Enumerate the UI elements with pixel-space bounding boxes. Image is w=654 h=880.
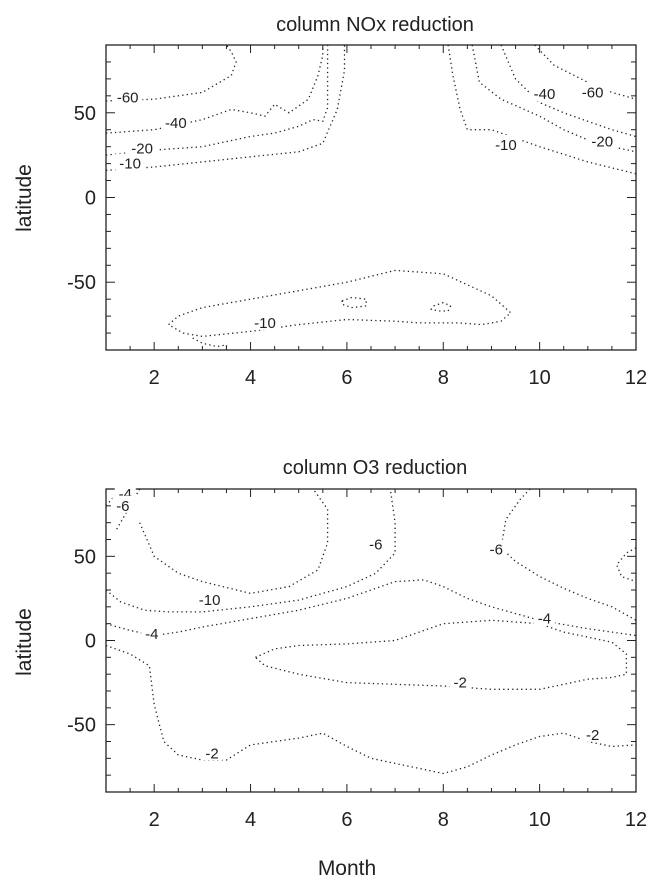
o3-reduction-panel: column O3 reduction latitude Month 2 4 6 8 1… [13, 457, 647, 880]
o3-x-tick-label: 8 [438, 809, 449, 831]
o3-contour-line [105, 644, 637, 775]
o3-y-axis-label: latitude [13, 608, 36, 676]
o3-contour-label: -10 [199, 592, 221, 609]
o3-contour-label: -6 [116, 498, 129, 515]
o3-contour-label-bg [201, 743, 223, 761]
o3-contour-label: -4 [538, 611, 551, 628]
o3-contour-line [105, 579, 637, 637]
nox-x-tick-label: 8 [438, 367, 449, 389]
nox-contour-label-bg [491, 134, 521, 152]
nox-contour-label-bg [161, 112, 191, 130]
o3-y-tick-label: 0 [85, 631, 96, 653]
nox-x-tick-label: 10 [529, 367, 551, 389]
nox-contour-label: -10 [254, 315, 276, 332]
nox-contour-label-bg [250, 312, 280, 330]
o3-contour-label-bg [582, 724, 604, 742]
o3-contour-label: -2 [586, 727, 599, 744]
nox-contour-label: -60 [117, 90, 139, 107]
o3-x-tick-label: 10 [529, 809, 551, 831]
nox-contour-label-bg [115, 153, 145, 171]
nox-contour-line [192, 337, 228, 350]
o3-plot-frame [105, 488, 637, 793]
o3-contour-line [254, 619, 628, 690]
o3-y-tick-label: 50 [74, 546, 96, 568]
nox-contour-label: -20 [131, 140, 153, 157]
nox-contour-line [500, 44, 637, 138]
nox-y-axis-label: latitude [13, 164, 36, 232]
nox-contour-label-bg [112, 87, 143, 105]
nox-contour-line [168, 269, 512, 338]
nox-contour-label: -60 [582, 84, 604, 101]
o3-contour-label: -2 [453, 675, 466, 692]
o3-contour-label-bg [194, 590, 225, 608]
o3-x-tick-label: 12 [625, 809, 647, 831]
nox-y-tick-label: 50 [74, 103, 96, 125]
nox-contour-line [105, 45, 346, 172]
o3-contour-label: -6 [369, 537, 382, 554]
o3-x-tick-label: 6 [341, 809, 352, 831]
o3-contour-label-bg [533, 608, 555, 626]
o3-contour-label: -6 [490, 542, 503, 559]
nox-contour-line [430, 301, 452, 312]
o3-contour-label-bg [112, 495, 134, 513]
nox-contour-line [447, 44, 637, 175]
nox-contour-label: -20 [591, 134, 613, 151]
o3-contour-label-bg [365, 534, 387, 552]
o3-x-axis-label: Month [318, 857, 376, 880]
nox-x-tick-label: 2 [149, 367, 160, 389]
o3-chart-title: column O3 reduction [283, 457, 468, 479]
nox-contour-label-bg [587, 131, 618, 149]
nox-reduction-panel: column NOx reduction latitude 2 4 6 8 10 12 -5… [13, 14, 647, 389]
o3-contour-line [139, 488, 329, 595]
o3-contour-label-bg [449, 672, 471, 690]
nox-contour-line [534, 44, 637, 100]
nox-x-tick-label: 4 [245, 367, 256, 389]
nox-contour-line [341, 296, 367, 309]
nox-contour-label: -10 [119, 156, 141, 173]
o3-contour-line [105, 488, 396, 613]
nox-x-tick-label: 6 [341, 367, 352, 389]
nox-chart-title: column NOx reduction [276, 14, 474, 36]
o3-contour-label: -2 [205, 745, 218, 762]
nox-contour-label-bg [529, 84, 560, 102]
nox-contour-label-bg [577, 82, 608, 100]
nox-y-tick-label: 0 [85, 188, 96, 210]
nox-contour-label-bg [127, 138, 157, 156]
o3-x-tick-label: 2 [149, 809, 160, 831]
o3-x-tick-label: 4 [245, 809, 256, 831]
o3-contour-line [500, 488, 637, 621]
o3-contour-line [115, 488, 141, 532]
o3-contour-label-bg [485, 539, 507, 557]
nox-y-tick-label: -50 [67, 272, 96, 294]
o3-y-tick-label: -50 [67, 715, 96, 737]
o3-contour-label-bg [141, 623, 163, 641]
nox-x-tick-label: 12 [625, 367, 647, 389]
nox-contour-label: -40 [165, 115, 187, 132]
o3-contour-line [615, 547, 637, 583]
o3-contour-label: -4 [145, 626, 158, 643]
nox-contour-label: -10 [495, 137, 517, 154]
nox-contour-label: -40 [534, 86, 556, 103]
